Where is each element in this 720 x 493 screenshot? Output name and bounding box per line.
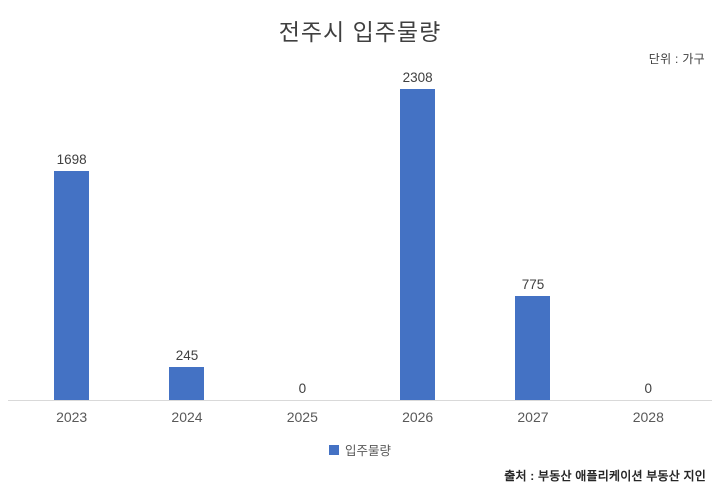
- x-tick-2025: 2025: [286, 409, 318, 425]
- bar-value-label: 0: [644, 380, 653, 396]
- bar-column-2023: 1698: [14, 50, 129, 400]
- bar-column-2024: 245: [129, 50, 244, 400]
- bar-value-label: 775: [521, 276, 545, 292]
- plot-area: 1698 245 0 2308 775 0: [14, 50, 706, 400]
- x-axis-line: [8, 400, 712, 401]
- source-note: 출처 : 부동산 애플리케이션 부동산 지인: [504, 469, 706, 483]
- legend-label: 입주물량: [344, 444, 391, 458]
- unit-note: 단위 : 가구: [648, 52, 705, 66]
- x-tick-2026: 2026: [402, 409, 434, 425]
- chart-title: 전주시 입주물량: [278, 19, 442, 45]
- legend-square-icon: [328, 444, 339, 455]
- bar-value-label: 2308: [402, 69, 433, 85]
- bar: [169, 367, 205, 400]
- bar: [54, 171, 90, 400]
- x-tick-2024: 2024: [171, 409, 203, 425]
- bar-column-2027: 775: [475, 50, 590, 400]
- bar-value-label: 1698: [56, 151, 87, 167]
- x-tick-2023: 2023: [56, 409, 88, 425]
- bar: [400, 89, 436, 400]
- bar-column-2026: 2308: [360, 50, 475, 400]
- bar-value-label: 0: [298, 380, 307, 396]
- legend: 입주물량: [0, 440, 720, 459]
- x-tick-2028: 2028: [632, 409, 664, 425]
- bar-column-2025: 0: [245, 50, 360, 400]
- bar-value-label: 245: [175, 347, 199, 363]
- bar-column-2028: 0: [591, 50, 706, 400]
- bar: [515, 296, 551, 400]
- x-axis-ticks: 2023 2024 2025 2026 2027 2028: [14, 409, 706, 425]
- x-tick-2027: 2027: [517, 409, 549, 425]
